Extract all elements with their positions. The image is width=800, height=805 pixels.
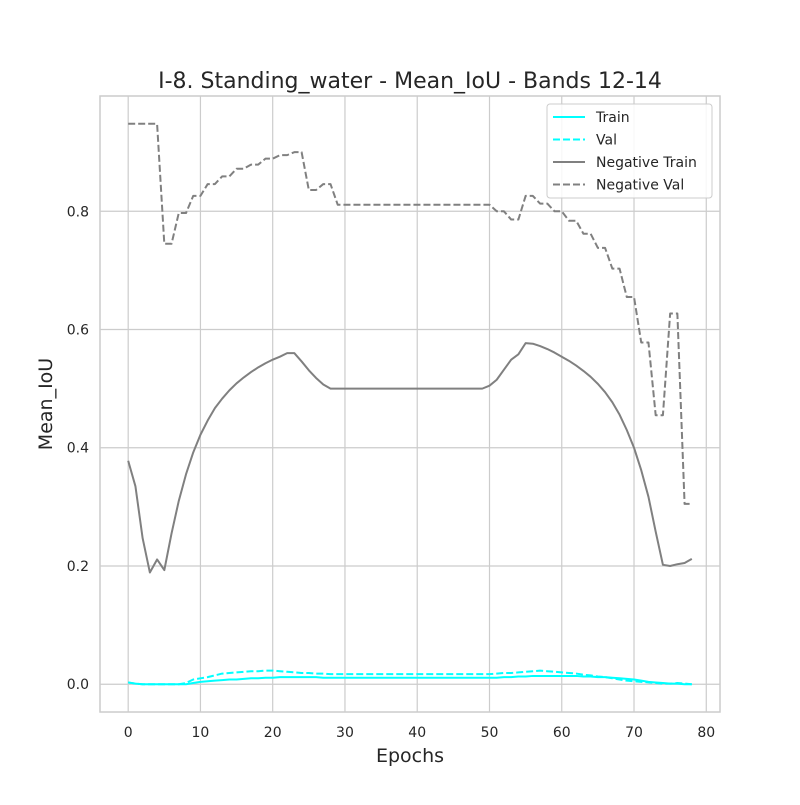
series-line-negative-val [128, 122, 692, 505]
legend-label-negative-train: Negative Train [596, 155, 697, 171]
y-tick-label: 0.6 [67, 323, 89, 339]
x-tick-label: 10 [192, 725, 210, 741]
series-line-negative-train [127, 342, 693, 574]
x-axis-label: Epochs [376, 745, 444, 767]
y-axis-label: Mean_IoU [35, 358, 57, 450]
y-tick-label: 0.0 [67, 677, 89, 693]
x-gridlines [127, 96, 707, 712]
legend-box [546, 103, 713, 199]
plot-area-frame [99, 95, 721, 713]
x-tick-label: 30 [336, 725, 354, 741]
y-tick-label: 0.8 [67, 204, 89, 220]
y-gridlines [100, 210, 720, 685]
y-tick-labels: 0.0 0.2 0.4 0.6 0.8 [67, 204, 89, 693]
x-tick-label: 20 [264, 725, 282, 741]
chart-title: I-8. Standing_water - Mean_IoU - Bands 1… [158, 69, 662, 94]
series-line-val [128, 669, 692, 686]
x-tick-labels: 0 10 20 30 40 50 60 70 80 [124, 725, 715, 741]
series-layer [127, 122, 693, 686]
x-tick-label: 60 [553, 725, 571, 741]
legend-label-train: Train [595, 110, 630, 126]
x-tick-label: 40 [408, 725, 426, 741]
x-tick-label: 50 [481, 725, 499, 741]
legend-label-val: Val [596, 133, 617, 149]
legend: Train Val Negative Train Negative Val [546, 103, 713, 199]
legend-label-negative-val: Negative Val [596, 178, 684, 194]
y-tick-label: 0.2 [67, 559, 89, 575]
x-tick-label: 0 [124, 725, 133, 741]
x-tick-label: 70 [625, 725, 643, 741]
x-tick-label: 80 [697, 725, 715, 741]
legend-items: Train Val Negative Train Negative Val [553, 110, 697, 194]
y-tick-label: 0.4 [67, 441, 89, 457]
